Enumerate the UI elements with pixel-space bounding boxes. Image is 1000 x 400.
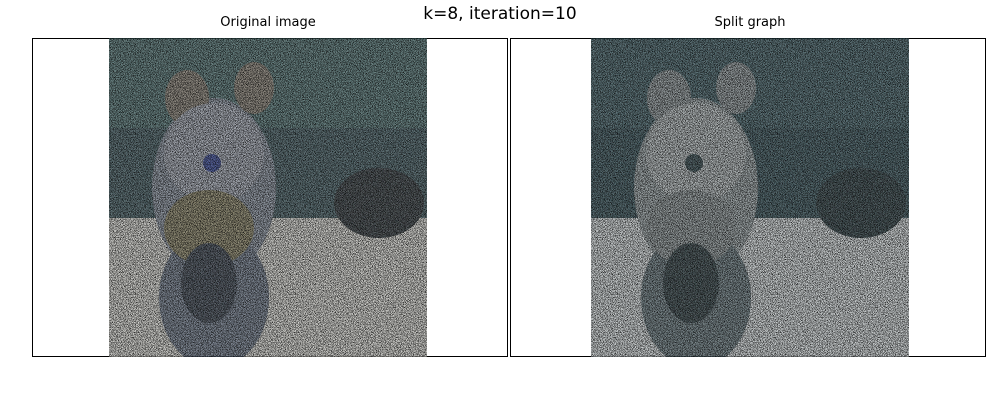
left-panel-title: Original image bbox=[220, 15, 316, 30]
original-image bbox=[109, 38, 427, 357]
figure-title: k=8, iteration=10 bbox=[423, 4, 577, 24]
right-panel-title: Split graph bbox=[714, 15, 786, 30]
split-graph-image bbox=[591, 38, 909, 357]
